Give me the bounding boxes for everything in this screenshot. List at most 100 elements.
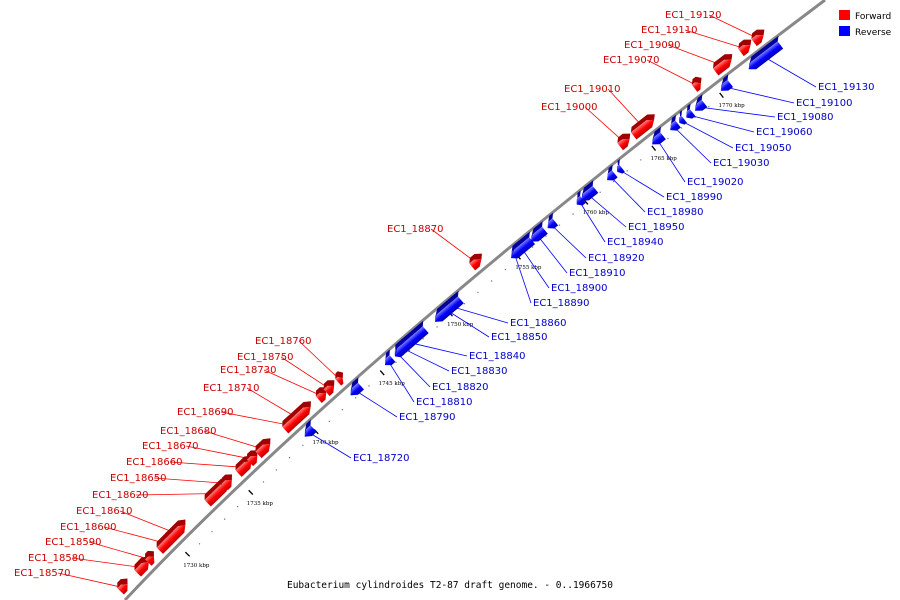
- scale-tick-label: 1735 kbp: [247, 501, 274, 507]
- genome-backbone: [123, 0, 826, 600]
- gene-label[interactable]: EC1_19130: [818, 82, 874, 93]
- gene-label[interactable]: EC1_18680: [160, 426, 216, 437]
- scale-tick-label: 1765 kbp: [651, 156, 678, 162]
- gene-leader-line: [263, 369, 323, 397]
- gene-label[interactable]: EC1_18820: [432, 382, 488, 393]
- gene-label[interactable]: EC1_18850: [491, 332, 547, 343]
- gene-label[interactable]: EC1_18660: [126, 457, 182, 468]
- gene-leader-line: [452, 306, 509, 324]
- gene-label[interactable]: EC1_18570: [14, 568, 70, 579]
- gene-leader-line: [71, 557, 144, 569]
- gene-arrow[interactable]: [689, 74, 706, 92]
- gene-label[interactable]: EC1_18730: [220, 365, 276, 376]
- gene-label[interactable]: EC1_18580: [28, 553, 84, 564]
- gene-label[interactable]: EC1_18980: [647, 207, 703, 218]
- gene-label[interactable]: EC1_18670: [142, 441, 198, 452]
- gene-arrow[interactable]: [602, 164, 621, 184]
- gene-leader-line: [708, 14, 760, 40]
- gene-arrow[interactable]: [379, 349, 398, 368]
- gene-leader-line: [681, 120, 734, 149]
- gene-arrow[interactable]: [736, 36, 757, 57]
- gene-label[interactable]: EC1_18650: [110, 473, 166, 484]
- gene-arrow[interactable]: [444, 295, 462, 313]
- scale-dot: [640, 159, 642, 161]
- gene-label[interactable]: EC1_19000: [541, 102, 597, 113]
- gene-arrow[interactable]: [507, 231, 538, 261]
- gene-label[interactable]: EC1_18620: [92, 490, 148, 501]
- gene-label[interactable]: EC1_18840: [469, 351, 525, 362]
- gene-arrow[interactable]: [321, 377, 340, 396]
- gene-arrow[interactable]: [571, 190, 589, 208]
- gene-arrow[interactable]: [681, 103, 698, 121]
- gene-leader-line: [725, 86, 795, 104]
- gene-arrow[interactable]: [219, 471, 238, 491]
- gene-label[interactable]: EC1_18720: [353, 453, 409, 464]
- gene-arrow[interactable]: [612, 159, 628, 175]
- gene-label[interactable]: EC1_18940: [607, 237, 663, 248]
- gene-label[interactable]: EC1_18590: [45, 537, 101, 548]
- legend-reverse-swatch: [839, 26, 850, 36]
- gene-label[interactable]: EC1_18810: [416, 397, 472, 408]
- gene-arrow[interactable]: [576, 180, 601, 204]
- gene-label[interactable]: EC1_18760: [255, 336, 311, 347]
- gene-leader-line: [57, 572, 125, 589]
- gene-arrow[interactable]: [253, 435, 276, 459]
- gene-arrow[interactable]: [690, 94, 711, 114]
- gene-label[interactable]: EC1_18920: [588, 253, 644, 264]
- gene-label[interactable]: EC1_18600: [60, 522, 116, 533]
- gene-arrow[interactable]: [115, 575, 134, 595]
- gene-leader-line: [447, 310, 490, 338]
- gene-label[interactable]: EC1_18610: [76, 506, 132, 517]
- gene-label[interactable]: EC1_18750: [237, 352, 293, 363]
- gene-label[interactable]: EC1_19030: [713, 158, 769, 169]
- gene-label[interactable]: EC1_19050: [735, 143, 791, 154]
- gene-label[interactable]: EC1_19110: [641, 25, 697, 36]
- gene-arrow[interactable]: [244, 447, 263, 467]
- gene-leader-line: [430, 228, 478, 264]
- gene-arrow[interactable]: [280, 398, 317, 434]
- gene-arrow[interactable]: [390, 320, 432, 360]
- gene-arrow[interactable]: [665, 114, 684, 134]
- scale-dot: [599, 191, 601, 194]
- gene-arrow[interactable]: [313, 384, 332, 403]
- gene-arrow[interactable]: [749, 26, 770, 47]
- gene-label[interactable]: EC1_19120: [665, 10, 721, 21]
- gene-arrow[interactable]: [615, 130, 636, 151]
- gene-label[interactable]: EC1_19010: [564, 84, 620, 95]
- gene-arrow[interactable]: [526, 221, 551, 245]
- gene-label[interactable]: EC1_18990: [666, 192, 722, 203]
- gene-arrow[interactable]: [647, 126, 669, 148]
- gene-arrow[interactable]: [711, 51, 738, 76]
- gene-arrow[interactable]: [542, 212, 561, 232]
- gene-label[interactable]: EC1_18890: [533, 298, 589, 309]
- gene-label[interactable]: EC1_18710: [203, 383, 259, 394]
- gene-arrow[interactable]: [674, 110, 690, 126]
- gene-label[interactable]: EC1_18830: [451, 366, 507, 377]
- gene-label[interactable]: EC1_19100: [796, 98, 852, 109]
- gene-label[interactable]: EC1_18950: [628, 222, 684, 233]
- scale-tick-label: 1760 kbp: [583, 210, 610, 216]
- gene-arrow[interactable]: [716, 74, 737, 94]
- gene-label[interactable]: EC1_18690: [177, 407, 233, 418]
- gene-arrow[interactable]: [345, 377, 367, 399]
- gene-label[interactable]: EC1_19060: [756, 127, 812, 138]
- gene-arrow[interactable]: [333, 369, 349, 386]
- gene-label[interactable]: EC1_19080: [777, 112, 833, 123]
- gene-label[interactable]: EC1_19090: [624, 40, 680, 51]
- gene-arrow[interactable]: [467, 250, 488, 271]
- gene-arrow[interactable]: [299, 419, 320, 440]
- gene-label[interactable]: EC1_18860: [510, 318, 566, 329]
- legend-forward-label: Forward: [855, 12, 891, 22]
- gene-arrow[interactable]: [132, 553, 155, 577]
- gene-label[interactable]: EC1_18870: [387, 224, 443, 235]
- gene-arrow[interactable]: [628, 111, 660, 140]
- gene-leader-line: [551, 224, 587, 259]
- gene-arrow[interactable]: [743, 35, 786, 73]
- gene-label[interactable]: EC1_18910: [569, 268, 625, 279]
- gene-label[interactable]: EC1_19020: [687, 177, 743, 188]
- gene-label[interactable]: EC1_19070: [603, 55, 659, 66]
- gene-arrow[interactable]: [142, 548, 160, 566]
- gene-label[interactable]: EC1_18900: [551, 283, 607, 294]
- gene-arrow[interactable]: [162, 516, 191, 546]
- gene-label[interactable]: EC1_18790: [399, 412, 455, 423]
